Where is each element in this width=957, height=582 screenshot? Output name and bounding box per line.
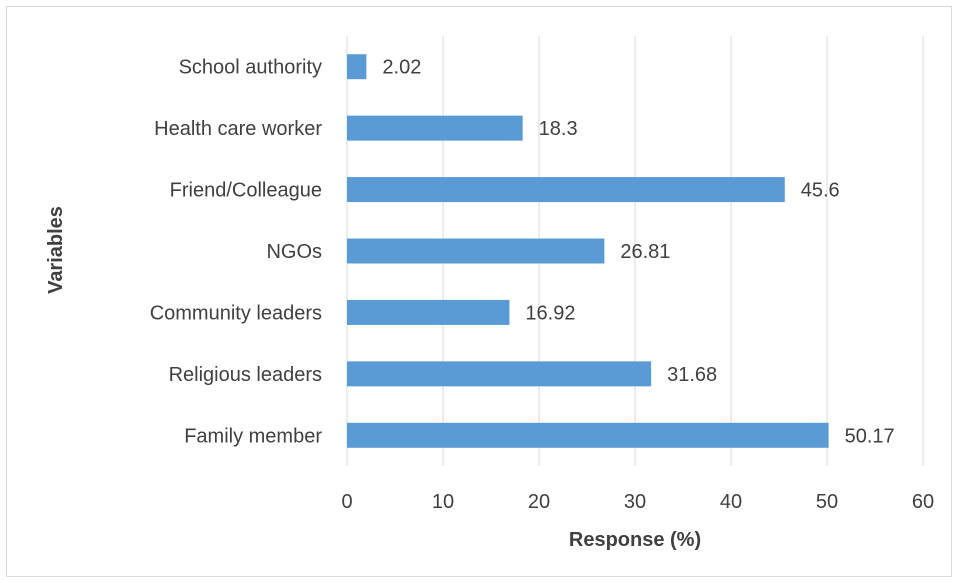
data-label: 16.92 xyxy=(525,302,575,324)
category-label: Family member xyxy=(184,425,322,447)
x-axis-title: Response (%) xyxy=(569,529,701,551)
bar xyxy=(347,177,785,203)
category-label: Friend/Colleague xyxy=(170,180,322,202)
bars xyxy=(347,54,829,448)
y-axis-title: Variables xyxy=(45,206,67,294)
bar xyxy=(347,115,523,141)
bar xyxy=(347,422,829,448)
bar xyxy=(347,238,605,264)
category-label: Community leaders xyxy=(150,302,322,324)
data-label: 31.68 xyxy=(667,364,717,386)
category-label: Health care worker xyxy=(154,118,322,140)
x-tick-label: 0 xyxy=(341,491,352,513)
chart-frame xyxy=(6,6,952,577)
bar xyxy=(347,299,510,325)
category-labels: School authority Health care worker Friend… xyxy=(150,57,323,448)
x-tick-labels: 0 10 20 30 40 50 60 xyxy=(341,491,934,513)
category-label: Religious leaders xyxy=(169,364,322,386)
data-label: 2.02 xyxy=(382,57,421,79)
category-label: NGOs xyxy=(266,241,322,263)
x-tick-label: 10 xyxy=(432,491,454,513)
x-tick-label: 20 xyxy=(528,491,550,513)
data-label: 45.6 xyxy=(801,180,840,202)
data-label: 18.3 xyxy=(539,118,578,140)
x-tick-label: 40 xyxy=(720,491,742,513)
data-label: 26.81 xyxy=(620,241,670,263)
gridlines xyxy=(346,36,924,466)
x-tick-label: 50 xyxy=(816,491,838,513)
category-label: School authority xyxy=(179,57,322,79)
data-label: 50.17 xyxy=(845,425,895,447)
x-tick-label: 60 xyxy=(912,491,934,513)
bar xyxy=(347,361,652,387)
x-tick-label: 30 xyxy=(624,491,646,513)
bar xyxy=(347,54,367,80)
data-labels: 2.02 18.3 45.6 26.81 16.92 31.68 50.17 xyxy=(382,57,894,448)
